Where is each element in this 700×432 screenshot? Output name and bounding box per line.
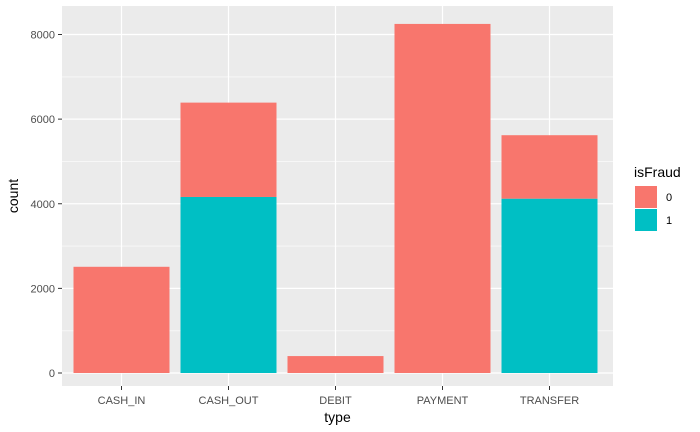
legend-items: 01: [635, 186, 672, 231]
y-tick-label: 0: [49, 368, 55, 380]
legend-title: isFraud: [634, 164, 681, 180]
y-axis-ticks: 0 2000 4000 6000 8000: [31, 30, 62, 380]
bar-transfer-isfraud-0: [501, 135, 598, 199]
x-axis-title: type: [324, 409, 351, 425]
bar-cash-out-isfraud-0: [180, 102, 277, 197]
y-tick-label: 2000: [31, 283, 55, 295]
bar-cash-out-isfraud-1: [180, 196, 277, 373]
bars: [73, 23, 598, 373]
bar-transfer-isfraud-1: [501, 198, 598, 373]
x-tick-label: CASH_IN: [98, 395, 146, 407]
y-tick-label: 8000: [31, 30, 55, 42]
y-axis-title: count: [5, 179, 21, 213]
x-tick-label: TRANSFER: [520, 395, 579, 407]
legend: isFraud 01: [634, 164, 681, 231]
bar-payment-isfraud-0: [394, 23, 491, 373]
y-tick-label: 6000: [31, 114, 55, 126]
x-tick-label: DEBIT: [319, 395, 352, 407]
x-tick-label: CASH_OUT: [199, 395, 259, 407]
legend-key-1: [635, 209, 657, 231]
legend-label-0: 0: [666, 192, 672, 204]
x-tick-label: PAYMENT: [417, 395, 469, 407]
bar-debit-isfraud-0: [287, 356, 384, 373]
bar-cash-in-isfraud-0: [73, 266, 170, 373]
legend-key-0: [635, 186, 657, 208]
y-tick-label: 4000: [31, 199, 55, 211]
x-axis-ticks: CASH_IN CASH_OUT DEBIT PAYMENT TRANSFER: [98, 386, 579, 407]
legend-label-1: 1: [666, 215, 672, 227]
